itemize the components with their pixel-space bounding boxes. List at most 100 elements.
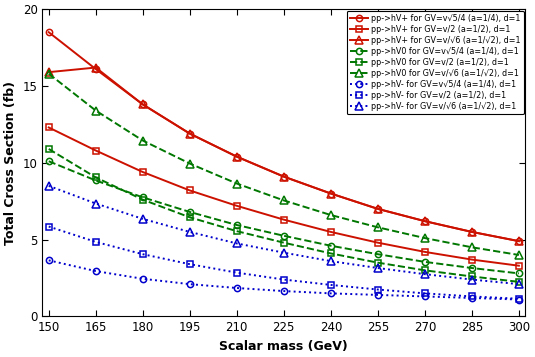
pp->hV+ for GV=v√5/4 (a=1/4), d=1 (422, 219, 428, 223)
pp->hV0 for GV=v√5/4 (a=1/4), d=1 (327, 243, 334, 248)
pp->hV0 for GV=v/2 (a=1/2), d=1 (140, 197, 146, 202)
pp->hV+ for GV=v/2 (a=1/2), d=1 (516, 263, 522, 268)
pp->hV- for GV=v√5/4 (a=1/4), d=1 (280, 289, 287, 293)
pp->hV0 for GV=v/√6 (a=1/√2), d=1 (469, 245, 475, 250)
pp->hV- for GV=v/2 (a=1/2), d=1 (187, 262, 193, 266)
pp->hV+ for GV=v/2 (a=1/2), d=1 (45, 125, 52, 130)
Line: pp->hV0 for GV=v/√6 (a=1/√2), d=1: pp->hV0 for GV=v/√6 (a=1/√2), d=1 (45, 70, 523, 259)
pp->hV- for GV=v√5/4 (a=1/4), d=1 (469, 296, 475, 300)
pp->hV0 for GV=v√5/4 (a=1/4), d=1 (234, 223, 240, 227)
pp->hV0 for GV=v/√6 (a=1/√2), d=1 (45, 71, 52, 76)
pp->hV- for GV=v√5/4 (a=1/4), d=1 (374, 293, 381, 297)
pp->hV- for GV=v√5/4 (a=1/4), d=1 (327, 291, 334, 296)
pp->hV0 for GV=v/√6 (a=1/√2), d=1 (280, 198, 287, 202)
pp->hV+ for GV=v√5/4 (a=1/4), d=1 (516, 239, 522, 243)
pp->hV+ for GV=v√5/4 (a=1/4), d=1 (187, 131, 193, 136)
pp->hV0 for GV=v√5/4 (a=1/4), d=1 (93, 178, 99, 182)
pp->hV+ for GV=v/2 (a=1/2), d=1 (374, 241, 381, 245)
pp->hV- for GV=v/√6 (a=1/√2), d=1 (140, 217, 146, 221)
pp->hV- for GV=v√5/4 (a=1/4), d=1 (187, 282, 193, 286)
pp->hV+ for GV=v/2 (a=1/2), d=1 (187, 188, 193, 192)
Y-axis label: Total Cross Section (fb): Total Cross Section (fb) (4, 81, 17, 245)
pp->hV0 for GV=v/√6 (a=1/√2), d=1 (140, 139, 146, 143)
pp->hV- for GV=v/2 (a=1/2), d=1 (327, 283, 334, 287)
Line: pp->hV+ for GV=v/2 (a=1/2), d=1: pp->hV+ for GV=v/2 (a=1/2), d=1 (45, 124, 522, 269)
pp->hV0 for GV=v√5/4 (a=1/4), d=1 (45, 159, 52, 164)
pp->hV- for GV=v/√6 (a=1/√2), d=1 (374, 266, 381, 270)
pp->hV+ for GV=v/√6 (a=1/√2), d=1 (280, 175, 287, 179)
pp->hV0 for GV=v/√6 (a=1/√2), d=1 (327, 213, 334, 217)
pp->hV- for GV=v/2 (a=1/2), d=1 (45, 225, 52, 229)
pp->hV- for GV=v√5/4 (a=1/4), d=1 (422, 294, 428, 298)
pp->hV+ for GV=v/√6 (a=1/√2), d=1 (516, 239, 522, 243)
pp->hV+ for GV=v/√6 (a=1/√2), d=1 (45, 70, 52, 74)
pp->hV0 for GV=v/2 (a=1/2), d=1 (45, 147, 52, 151)
pp->hV- for GV=v/2 (a=1/2), d=1 (422, 291, 428, 296)
pp->hV+ for GV=v√5/4 (a=1/4), d=1 (234, 155, 240, 159)
pp->hV0 for GV=v√5/4 (a=1/4), d=1 (187, 210, 193, 214)
X-axis label: Scalar mass (GeV): Scalar mass (GeV) (219, 340, 348, 353)
pp->hV0 for GV=v/√6 (a=1/√2), d=1 (93, 109, 99, 113)
pp->hV- for GV=v/2 (a=1/2), d=1 (374, 287, 381, 292)
Line: pp->hV0 for GV=v√5/4 (a=1/4), d=1: pp->hV0 for GV=v√5/4 (a=1/4), d=1 (45, 158, 522, 277)
pp->hV+ for GV=v/√6 (a=1/√2), d=1 (422, 219, 428, 223)
pp->hV+ for GV=v/√6 (a=1/√2), d=1 (93, 65, 99, 70)
pp->hV- for GV=v√5/4 (a=1/4), d=1 (93, 269, 99, 273)
Legend: pp->hV+ for GV=v√5/4 (a=1/4), d=1, pp->hV+ for GV=v/2 (a=1/2), d=1, pp->hV+ for : pp->hV+ for GV=v√5/4 (a=1/4), d=1, pp->h… (347, 11, 524, 114)
pp->hV0 for GV=v/2 (a=1/2), d=1 (327, 251, 334, 256)
pp->hV+ for GV=v√5/4 (a=1/4), d=1 (93, 67, 99, 71)
pp->hV0 for GV=v/√6 (a=1/√2), d=1 (187, 161, 193, 166)
pp->hV0 for GV=v√5/4 (a=1/4), d=1 (140, 195, 146, 200)
pp->hV0 for GV=v/√6 (a=1/√2), d=1 (374, 225, 381, 230)
Line: pp->hV+ for GV=v/√6 (a=1/√2), d=1: pp->hV+ for GV=v/√6 (a=1/√2), d=1 (45, 64, 523, 245)
pp->hV+ for GV=v/2 (a=1/2), d=1 (93, 149, 99, 153)
pp->hV- for GV=v/2 (a=1/2), d=1 (140, 252, 146, 256)
pp->hV- for GV=v/√6 (a=1/√2), d=1 (327, 259, 334, 263)
pp->hV0 for GV=v/2 (a=1/2), d=1 (374, 261, 381, 265)
pp->hV- for GV=v√5/4 (a=1/4), d=1 (140, 277, 146, 281)
pp->hV0 for GV=v√5/4 (a=1/4), d=1 (280, 233, 287, 238)
pp->hV0 for GV=v/2 (a=1/2), d=1 (234, 229, 240, 233)
pp->hV+ for GV=v√5/4 (a=1/4), d=1 (469, 230, 475, 234)
pp->hV+ for GV=v/√6 (a=1/√2), d=1 (187, 131, 193, 136)
pp->hV- for GV=v√5/4 (a=1/4), d=1 (516, 297, 522, 302)
pp->hV0 for GV=v/2 (a=1/2), d=1 (422, 268, 428, 272)
Line: pp->hV- for GV=v√5/4 (a=1/4), d=1: pp->hV- for GV=v√5/4 (a=1/4), d=1 (45, 257, 522, 303)
pp->hV- for GV=v/2 (a=1/2), d=1 (280, 277, 287, 282)
pp->hV0 for GV=v/2 (a=1/2), d=1 (93, 175, 99, 180)
pp->hV0 for GV=v/2 (a=1/2), d=1 (187, 215, 193, 220)
pp->hV- for GV=v√5/4 (a=1/4), d=1 (45, 258, 52, 262)
pp->hV0 for GV=v/√6 (a=1/√2), d=1 (422, 236, 428, 240)
pp->hV- for GV=v/√6 (a=1/√2), d=1 (45, 184, 52, 188)
pp->hV0 for GV=v/√6 (a=1/√2), d=1 (234, 181, 240, 186)
pp->hV0 for GV=v/2 (a=1/2), d=1 (280, 241, 287, 245)
pp->hV+ for GV=v/√6 (a=1/√2), d=1 (327, 191, 334, 196)
pp->hV+ for GV=v/2 (a=1/2), d=1 (234, 203, 240, 208)
pp->hV+ for GV=v/√6 (a=1/√2), d=1 (140, 102, 146, 106)
pp->hV+ for GV=v√5/4 (a=1/4), d=1 (374, 207, 381, 211)
pp->hV+ for GV=v/2 (a=1/2), d=1 (469, 257, 475, 262)
pp->hV- for GV=v/√6 (a=1/√2), d=1 (234, 241, 240, 246)
Line: pp->hV- for GV=v/√6 (a=1/√2), d=1: pp->hV- for GV=v/√6 (a=1/√2), d=1 (45, 182, 523, 288)
pp->hV- for GV=v/√6 (a=1/√2), d=1 (93, 201, 99, 206)
pp->hV+ for GV=v/√6 (a=1/√2), d=1 (469, 230, 475, 234)
pp->hV+ for GV=v√5/4 (a=1/4), d=1 (140, 102, 146, 106)
pp->hV- for GV=v/√6 (a=1/√2), d=1 (469, 277, 475, 282)
pp->hV+ for GV=v/√6 (a=1/√2), d=1 (234, 155, 240, 159)
pp->hV0 for GV=v/2 (a=1/2), d=1 (516, 280, 522, 284)
pp->hV+ for GV=v/2 (a=1/2), d=1 (280, 217, 287, 222)
pp->hV+ for GV=v/√6 (a=1/√2), d=1 (374, 207, 381, 211)
Line: pp->hV+ for GV=v√5/4 (a=1/4), d=1: pp->hV+ for GV=v√5/4 (a=1/4), d=1 (45, 29, 522, 244)
pp->hV- for GV=v/2 (a=1/2), d=1 (516, 297, 522, 301)
pp->hV0 for GV=v√5/4 (a=1/4), d=1 (516, 271, 522, 276)
pp->hV- for GV=v/2 (a=1/2), d=1 (234, 271, 240, 275)
Line: pp->hV0 for GV=v/2 (a=1/2), d=1: pp->hV0 for GV=v/2 (a=1/2), d=1 (45, 146, 522, 285)
pp->hV+ for GV=v/2 (a=1/2), d=1 (327, 230, 334, 234)
pp->hV- for GV=v√5/4 (a=1/4), d=1 (234, 286, 240, 290)
pp->hV0 for GV=v√5/4 (a=1/4), d=1 (422, 260, 428, 264)
pp->hV+ for GV=v√5/4 (a=1/4), d=1 (45, 30, 52, 34)
pp->hV0 for GV=v√5/4 (a=1/4), d=1 (469, 266, 475, 270)
Line: pp->hV- for GV=v/2 (a=1/2), d=1: pp->hV- for GV=v/2 (a=1/2), d=1 (45, 223, 522, 302)
pp->hV- for GV=v/√6 (a=1/√2), d=1 (516, 282, 522, 286)
pp->hV- for GV=v/2 (a=1/2), d=1 (469, 294, 475, 298)
